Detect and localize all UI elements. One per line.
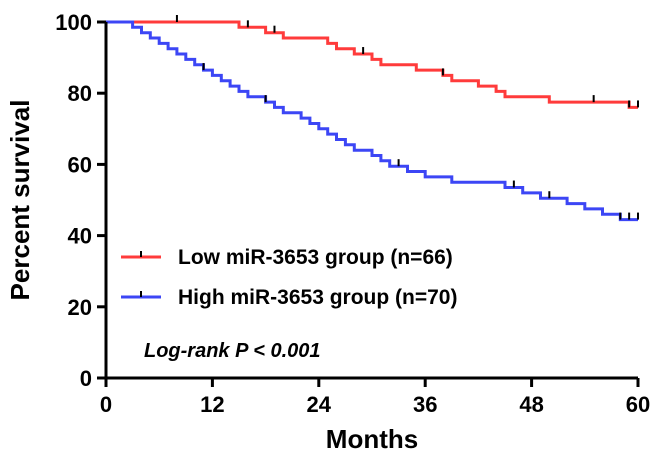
plot-lines (106, 15, 639, 222)
legend-label-high: High miR-3653 group (n=70) (178, 286, 457, 309)
y-tick-label: 60 (68, 152, 92, 177)
log-rank-annotation: Log-rank P < 0.001 (144, 340, 321, 362)
legend-label-low: Low miR-3653 group (n=66) (178, 246, 453, 269)
y-tick-label: 40 (68, 224, 92, 249)
x-tick-label: 36 (413, 392, 437, 417)
x-tick-label: 12 (200, 392, 224, 417)
x-tick-label: 0 (100, 392, 112, 417)
y-tick-label: 100 (55, 10, 92, 35)
x-tick-label: 48 (519, 392, 543, 417)
x-ticks: 0 12 24 36 48 60 (100, 378, 650, 417)
x-tick-label: 60 (626, 392, 650, 417)
y-ticks: 0 20 40 60 80 100 (55, 10, 106, 391)
x-axis-title: Months (326, 424, 418, 454)
y-tick-label: 80 (68, 81, 92, 106)
series-line-high (106, 20, 638, 222)
y-tick-label: 20 (68, 295, 92, 320)
y-axis-title: Percent survival (5, 100, 35, 301)
y-tick-label: 0 (80, 366, 92, 391)
series-line-low (106, 20, 638, 109)
legend: Low miR-3653 group (n=66) High miR-3653 … (121, 246, 457, 309)
x-tick-label: 24 (307, 392, 332, 417)
